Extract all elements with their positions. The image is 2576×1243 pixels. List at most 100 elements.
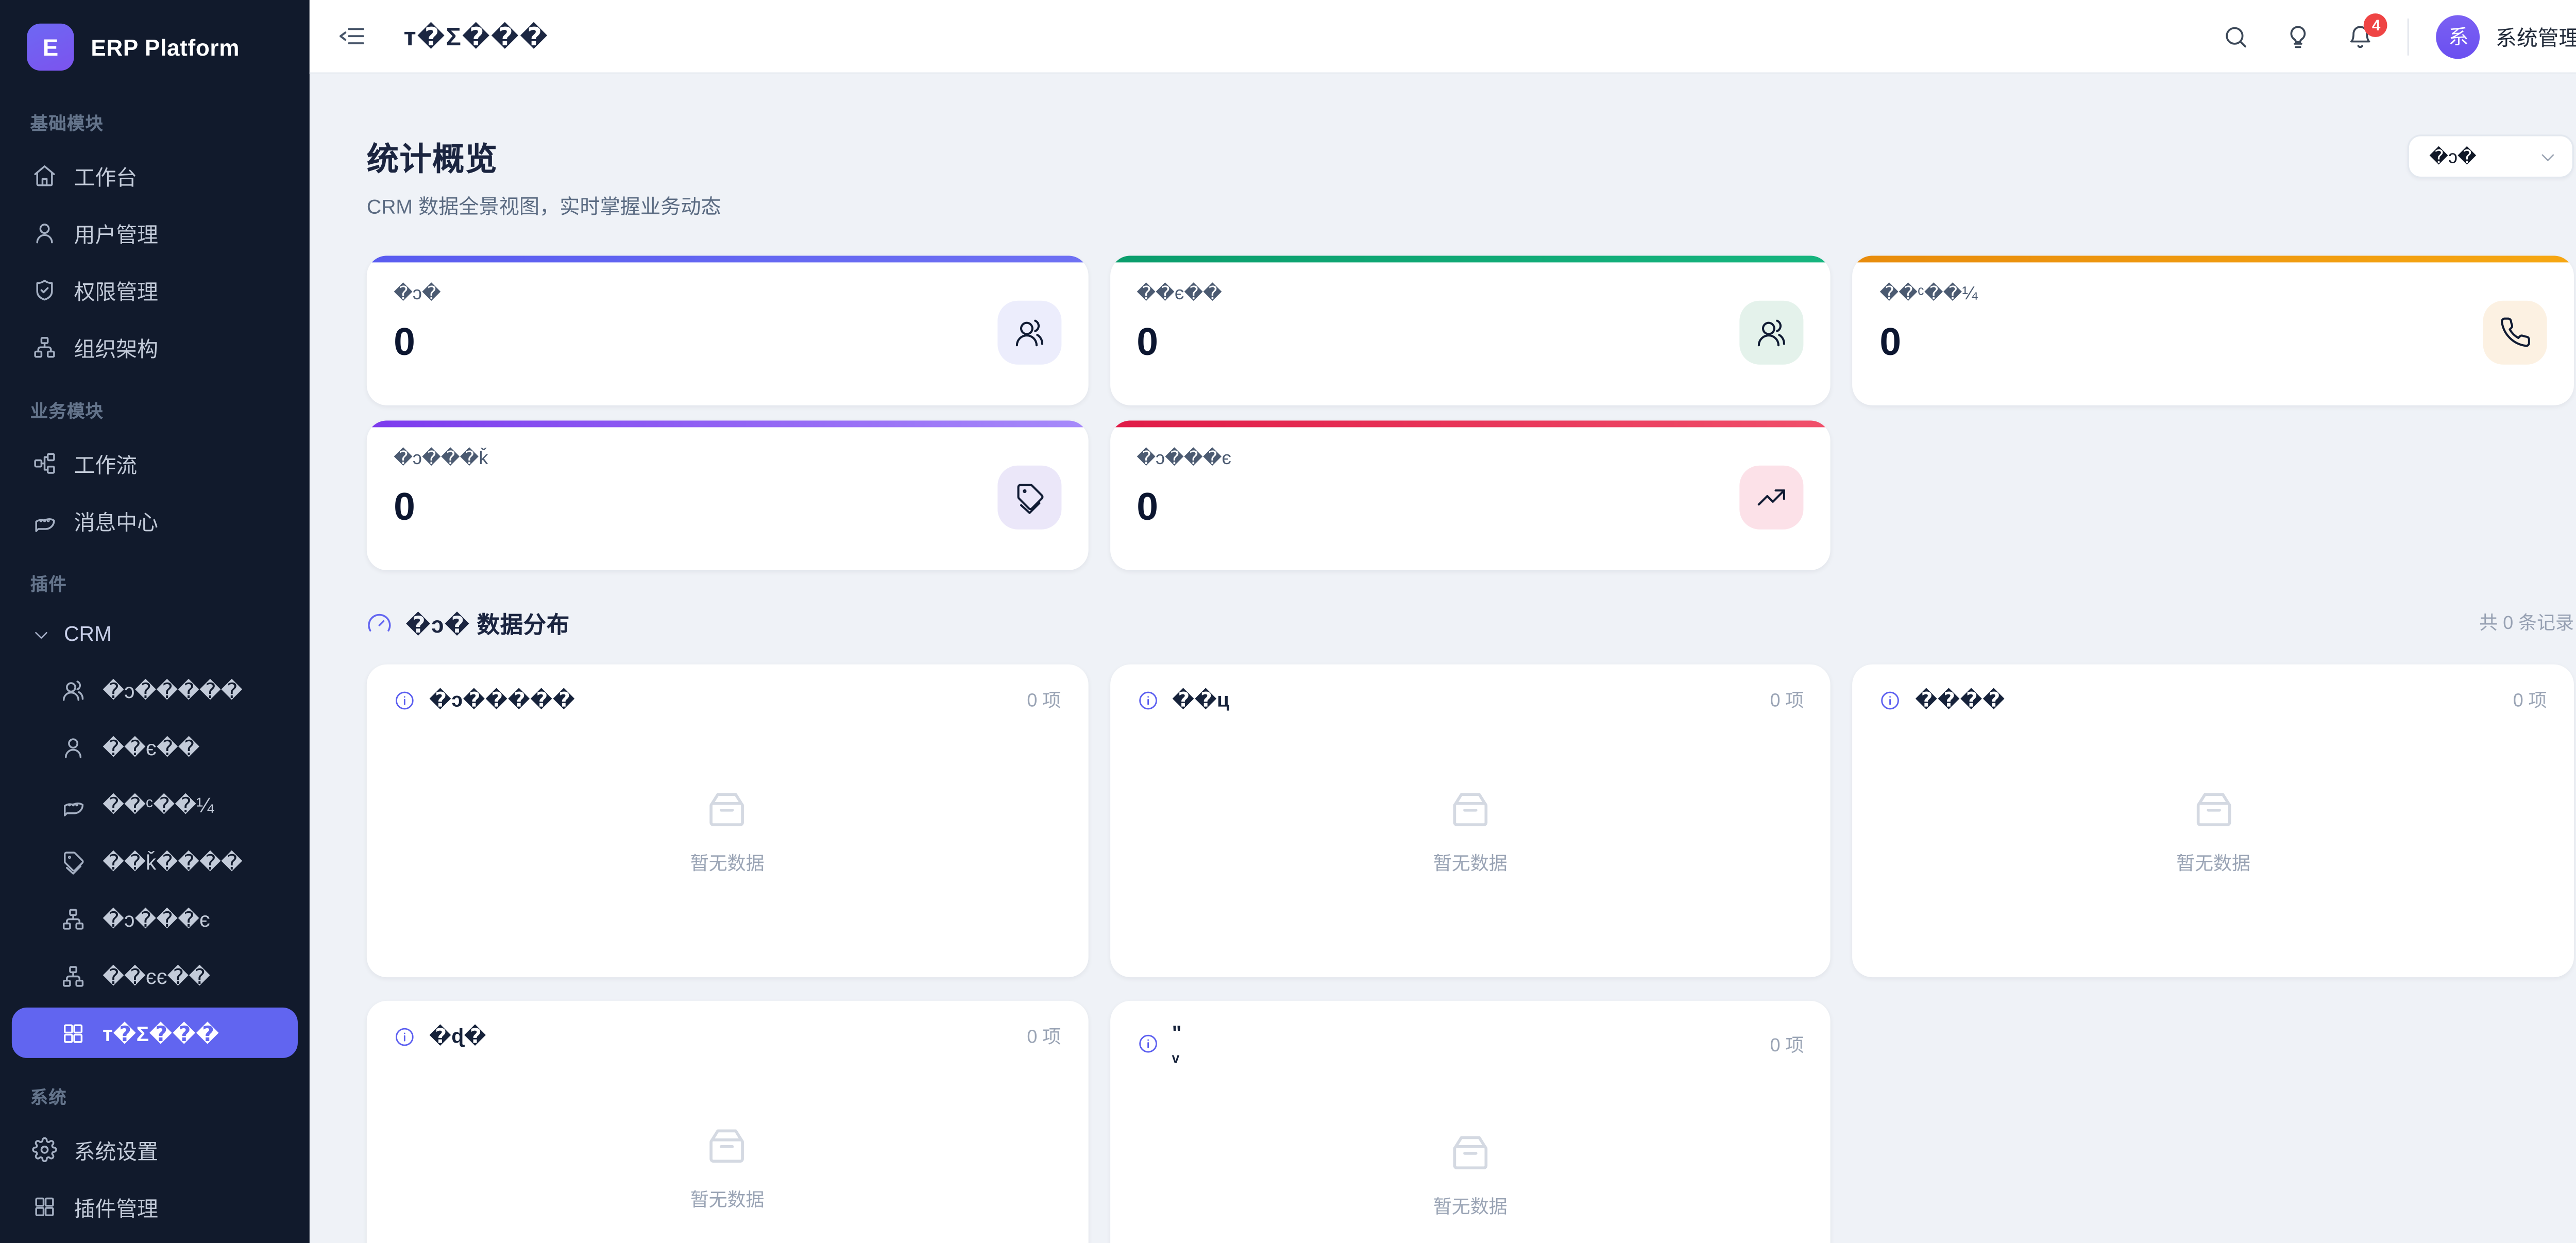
empty-inbox-icon — [1438, 781, 1502, 835]
info-icon — [1137, 689, 1158, 710]
trending-up-icon — [1755, 480, 1789, 513]
sidebar-group-crm[interactable]: CRM — [12, 610, 298, 657]
grid-icon — [32, 1194, 57, 1219]
lightbulb-icon[interactable] — [2285, 23, 2312, 49]
stat-value: 0 — [394, 319, 415, 364]
users-icon — [61, 677, 86, 702]
info-icon — [1879, 689, 1901, 710]
stat-value: 0 — [394, 484, 415, 529]
main-content: 统计概览 CRM 数据全景视图，实时掌握业务动态 �ɔ� �ɔ� 0 — [310, 74, 2576, 1243]
workflow-icon — [32, 450, 57, 475]
sidebar-subitem-crm-4[interactable]: ��ǩ���� — [12, 836, 298, 887]
sidebar-item-org-structure[interactable]: 组织架构 — [12, 321, 298, 372]
distribution-card: ʺ ᵥ 0 项 暂无数据 — [1109, 1000, 1831, 1243]
distribution-card: �ɔ����� 0 项 暂无数据 — [366, 664, 1088, 978]
tag-icon — [1012, 480, 1046, 513]
stats-grid: �ɔ� 0 ��є�� 0 ��ᶜ��¼ 0 — [366, 256, 2574, 570]
empty-state-text: 暂无数据 — [1433, 854, 1507, 874]
sidebar-item-permission-management[interactable]: 权限管理 — [12, 264, 298, 315]
sidebar: E ERP Platform 基础模块 工作台 用户管理 权限管理 组织架构 业… — [0, 0, 310, 1243]
stat-label: �ɔ���ǩ — [394, 449, 488, 470]
notifications-button[interactable]: 4 — [2348, 12, 2388, 49]
sidebar-item-workflow[interactable]: 工作流 — [12, 437, 298, 488]
stat-accent-bar — [366, 256, 1088, 263]
top-header: ᴛ�Ʃ��� 4 系 系统管理员 — [309, 0, 2576, 74]
sidebar-item-label: 工作流 — [74, 453, 138, 477]
stat-value: 0 — [1879, 319, 1902, 364]
avatar[interactable]: 系 — [2436, 14, 2481, 58]
section-label-basic: 基础模块 — [30, 114, 104, 135]
grid-icon — [61, 1020, 86, 1045]
sidebar-item-label: 组织架构 — [74, 337, 158, 361]
sidebar-item-label: 插件管理 — [74, 1197, 158, 1220]
sidebar-subitem-crm-3[interactable]: ��ᶜ��¼ — [12, 779, 298, 829]
empty-state-text: 暂无数据 — [2176, 854, 2250, 874]
empty-state: 暂无数据 — [1137, 1065, 1804, 1243]
logo-icon: E — [27, 23, 74, 71]
sidebar-item-message-center[interactable]: 消息中心 — [12, 495, 298, 545]
distribution-title: �ɔ� 数据分布 — [405, 612, 570, 638]
sidebar-item-label: ᴛ�Ʃ��� — [103, 1021, 219, 1046]
sidebar-item-label: 用户管理 — [74, 223, 158, 247]
header-title: ᴛ�Ʃ��� — [403, 23, 549, 52]
stat-accent-bar — [366, 420, 1088, 428]
empty-inbox-icon — [696, 1118, 759, 1171]
chevron-down-icon — [32, 625, 50, 643]
distribution-card-title: ���� — [1914, 687, 2005, 711]
sidebar-item-workbench[interactable]: 工作台 — [12, 150, 298, 200]
sidebar-item-label: �ɔ����� — [103, 678, 243, 703]
filter-select[interactable]: �ɔ� — [2407, 134, 2574, 179]
sidebar-subitem-crm-6[interactable]: ��єє�� — [12, 950, 298, 1001]
page-subtitle: CRM 数据全景视图，实时掌握业务动态 — [366, 195, 721, 219]
header-divider — [2408, 18, 2410, 55]
notification-badge: 4 — [2364, 12, 2388, 37]
gauge-icon — [367, 610, 392, 635]
stat-value: 0 — [1137, 484, 1159, 529]
sidebar-item-label: 权限管理 — [74, 280, 158, 304]
sidebar-item-label: 系统设置 — [74, 1139, 158, 1163]
distribution-card-count: 0 项 — [1770, 691, 1804, 712]
user-icon — [32, 219, 57, 245]
user-name: 系统管理员 — [2496, 27, 2576, 50]
content-column: ᴛ�Ʃ��� 4 系 系统管理员 统计概览 CRM 数据全景视图，实时掌握业务动… — [309, 0, 2576, 1243]
sidebar-subitem-crm-active[interactable]: ᴛ�Ʃ��� — [11, 1007, 298, 1058]
stat-card: �ɔ� 0 — [366, 256, 1088, 405]
sidebar-subitem-crm-2[interactable]: ��є�� — [12, 722, 298, 772]
stat-accent-bar — [1853, 256, 2574, 263]
sidebar-subitem-crm-1[interactable]: �ɔ����� — [12, 665, 298, 715]
stat-label: �ɔ���є — [1137, 449, 1231, 470]
sidebar-item-plugin-management[interactable]: 插件管理 — [12, 1181, 298, 1231]
sidebar-subitem-crm-5[interactable]: �ɔ���є — [12, 893, 298, 944]
empty-state-text: 暂无数据 — [690, 1190, 765, 1211]
distribution-section-header: �ɔ� 数据分布 共 0 条记录 — [367, 606, 2574, 639]
distribution-card-count: 0 项 — [1027, 691, 1061, 712]
page-title: 统计概览 — [366, 143, 498, 179]
sidebar-item-label: ��ᶜ��¼ — [103, 793, 214, 817]
chat-bubble-icon — [61, 791, 86, 816]
sidebar-item-system-settings[interactable]: 系统设置 — [12, 1123, 298, 1174]
users-icon — [1012, 315, 1046, 348]
distribution-card-count: 0 项 — [2513, 691, 2547, 712]
tag-icon — [61, 848, 86, 874]
empty-state: 暂无数据 — [1137, 713, 1804, 953]
empty-inbox-icon — [1438, 1126, 1502, 1179]
stat-card: ��ᶜ��¼ 0 — [1853, 256, 2574, 405]
sidebar-item-label: ��є�� — [103, 736, 200, 760]
section-label-business: 业务模块 — [30, 402, 104, 422]
distribution-card: ���� 0 项 暂无数据 — [1853, 664, 2574, 978]
info-icon — [1137, 1033, 1158, 1054]
phone-icon — [2498, 315, 2532, 348]
distribution-card-count: 0 项 — [1770, 1035, 1804, 1056]
sidebar-item-user-management[interactable]: 用户管理 — [12, 207, 298, 258]
section-label-system: 系统 — [30, 1088, 67, 1109]
distribution-grid: �ɔ����� 0 项 暂无数据 ��ц 0 项 — [366, 664, 2574, 1243]
sidebar-item-label: ��ǩ���� — [103, 850, 243, 874]
distribution-card-title: �ɖ� — [429, 1024, 486, 1048]
home-icon — [32, 162, 57, 188]
search-icon[interactable] — [2223, 23, 2250, 49]
section-label-plugins: 插件 — [30, 575, 67, 595]
stat-label: ��ᶜ��¼ — [1879, 284, 1978, 305]
distribution-card-title: ʺ ᵥ — [1172, 1021, 1182, 1066]
collapse-sidebar-icon[interactable] — [338, 22, 367, 50]
